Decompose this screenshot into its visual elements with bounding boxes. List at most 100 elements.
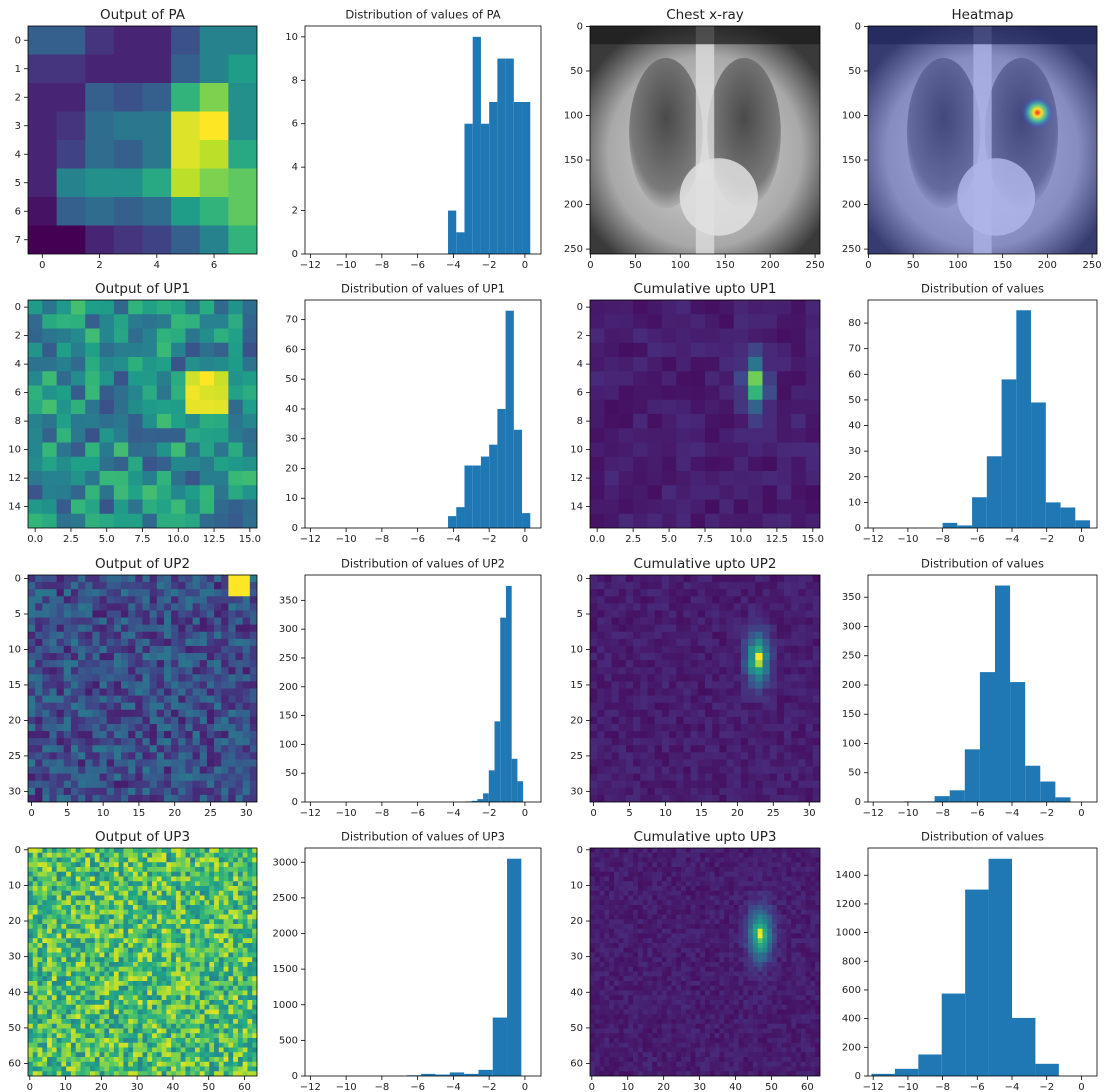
image-cell	[224, 853, 229, 858]
image-cell	[734, 646, 742, 653]
image-cell	[80, 1010, 85, 1015]
image-cell	[104, 948, 109, 953]
image-cell	[35, 575, 43, 582]
image-cell	[791, 759, 799, 766]
image-cell	[123, 910, 128, 915]
image-cell	[104, 976, 109, 981]
image-cell	[228, 625, 236, 632]
image-cell	[219, 953, 224, 958]
image-cell	[185, 710, 193, 717]
heatmap-cell	[85, 55, 114, 84]
image-cell	[200, 674, 208, 681]
image-cell	[200, 781, 208, 788]
image-cell	[755, 696, 763, 703]
image-cell	[784, 710, 792, 717]
image-cell	[123, 938, 128, 943]
image-cell	[133, 995, 138, 1000]
image-cell	[35, 745, 43, 752]
image-cell	[806, 485, 821, 500]
image-cell	[128, 948, 133, 953]
image-cell	[85, 948, 90, 953]
image-cell	[791, 653, 799, 660]
image-cell	[238, 991, 243, 996]
image-cell	[181, 924, 186, 929]
image-cell	[52, 891, 57, 896]
image-cell	[33, 953, 38, 958]
image-cell	[57, 589, 65, 596]
image-cell	[698, 596, 706, 603]
heatmap-cell	[200, 197, 229, 226]
image-cell	[604, 660, 612, 667]
image-cell	[612, 681, 620, 688]
image-cell	[85, 300, 100, 315]
image-cell	[52, 872, 57, 877]
image-cell	[691, 653, 699, 660]
image-cell	[238, 957, 243, 962]
image-cell	[243, 891, 248, 896]
image-cell	[28, 745, 36, 752]
image-cell	[100, 618, 108, 625]
image-cell	[135, 596, 143, 603]
image-cell	[770, 759, 778, 766]
image-cell	[247, 896, 252, 901]
image-cell	[185, 919, 190, 924]
image-cell	[92, 610, 100, 617]
image-cell	[798, 717, 806, 724]
image-cell	[813, 674, 821, 681]
image-cell	[85, 610, 93, 617]
image-cell	[114, 991, 119, 996]
image-cell	[176, 938, 181, 943]
image-cell	[741, 603, 749, 610]
image-cell	[655, 781, 663, 788]
image-cell	[233, 900, 238, 905]
image-cell	[207, 767, 215, 774]
image-cell	[195, 896, 200, 901]
image-cell	[92, 717, 100, 724]
image-cell	[205, 858, 210, 863]
image-cell	[806, 329, 821, 344]
image-cell	[128, 443, 143, 458]
image-cell	[95, 900, 100, 905]
image-cell	[71, 788, 79, 795]
image-cell	[676, 767, 684, 774]
image-cell	[28, 1024, 33, 1029]
image-cell	[28, 886, 33, 891]
image-cell	[214, 943, 219, 948]
image-cell	[35, 788, 43, 795]
image-cell	[221, 703, 229, 710]
image-cell	[76, 881, 81, 886]
image-cell	[705, 414, 720, 429]
image-cell	[114, 428, 129, 443]
image-cell	[619, 781, 627, 788]
image-cell	[100, 886, 105, 891]
image-cell	[597, 632, 605, 639]
image-cell	[209, 900, 214, 905]
y-tick-label: 6	[577, 388, 583, 399]
image-cell	[214, 934, 219, 939]
image-cell	[57, 703, 65, 710]
image-cell	[250, 774, 258, 781]
image-cell	[57, 485, 72, 500]
image-cell	[200, 667, 208, 674]
image-cell	[47, 1000, 52, 1005]
image-cell	[100, 343, 115, 358]
image-cell	[100, 862, 105, 867]
heatmap-cell	[85, 169, 114, 198]
image-cell	[28, 986, 33, 991]
image-cell	[640, 710, 648, 717]
image-cell	[135, 639, 143, 646]
image-cell	[214, 745, 222, 752]
image-cell	[205, 948, 210, 953]
image-cell	[748, 596, 756, 603]
image-cell	[214, 485, 229, 500]
image-cell	[691, 646, 699, 653]
image-cell	[71, 957, 76, 962]
image-cell	[28, 872, 33, 877]
image-cell	[207, 618, 215, 625]
image-cell	[57, 371, 72, 386]
image-cell	[185, 881, 190, 886]
image-cell	[166, 1014, 171, 1019]
image-cell	[243, 589, 251, 596]
image-cell	[798, 618, 806, 625]
image-cell	[633, 414, 648, 429]
